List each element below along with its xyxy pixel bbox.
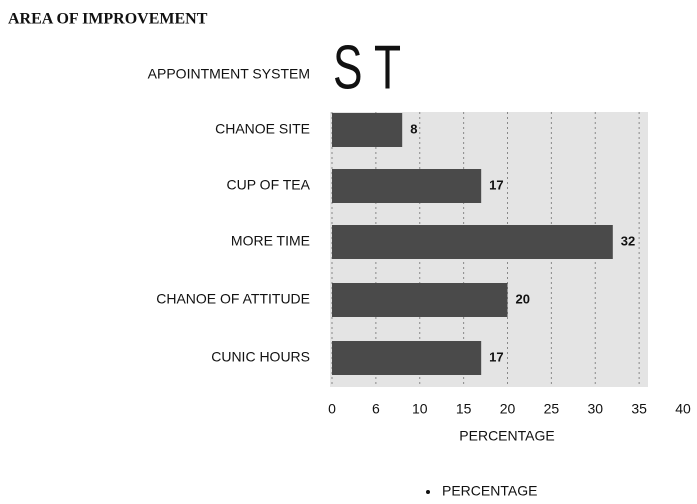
value-label: 20 xyxy=(516,291,530,306)
bar xyxy=(332,283,508,317)
x-tick-label: 40 xyxy=(675,401,691,417)
y-tick-label: CUP OF TEA xyxy=(226,177,310,193)
x-tick-label: 0 xyxy=(328,401,336,417)
annotation: S T xyxy=(333,33,401,102)
bar xyxy=(332,113,403,147)
y-tick-label: CUNIC HOURS xyxy=(211,349,310,365)
y-tick-label: MORE TIME xyxy=(231,233,310,249)
x-tick-label: 6 xyxy=(372,401,380,417)
value-label: 32 xyxy=(621,233,635,248)
bar xyxy=(332,341,482,375)
x-tick-label: 35 xyxy=(631,401,647,417)
x-axis-label: PERCENTAGE xyxy=(459,428,554,444)
y-tick-label: CHANOE OF ATTITUDE xyxy=(156,291,310,307)
value-label: 8 xyxy=(410,121,417,136)
value-label: 17 xyxy=(489,177,503,192)
x-tick-label: 30 xyxy=(587,401,603,417)
y-tick-label: CHANOE SITE xyxy=(215,121,310,137)
x-tick-label: 25 xyxy=(544,401,560,417)
y-tick-label: APPOINTMENT SYSTEM xyxy=(148,66,310,82)
value-label: 17 xyxy=(489,349,503,364)
x-tick-label: 20 xyxy=(500,401,516,417)
x-tick-label: 15 xyxy=(456,401,472,417)
bar xyxy=(332,169,482,203)
bar xyxy=(332,225,613,259)
x-tick-label: 10 xyxy=(412,401,428,417)
chart-title: AREA OF IMPROVEMENT xyxy=(8,11,208,28)
legend-bullet xyxy=(426,490,430,494)
legend-label: PERCENTAGE xyxy=(442,483,537,499)
